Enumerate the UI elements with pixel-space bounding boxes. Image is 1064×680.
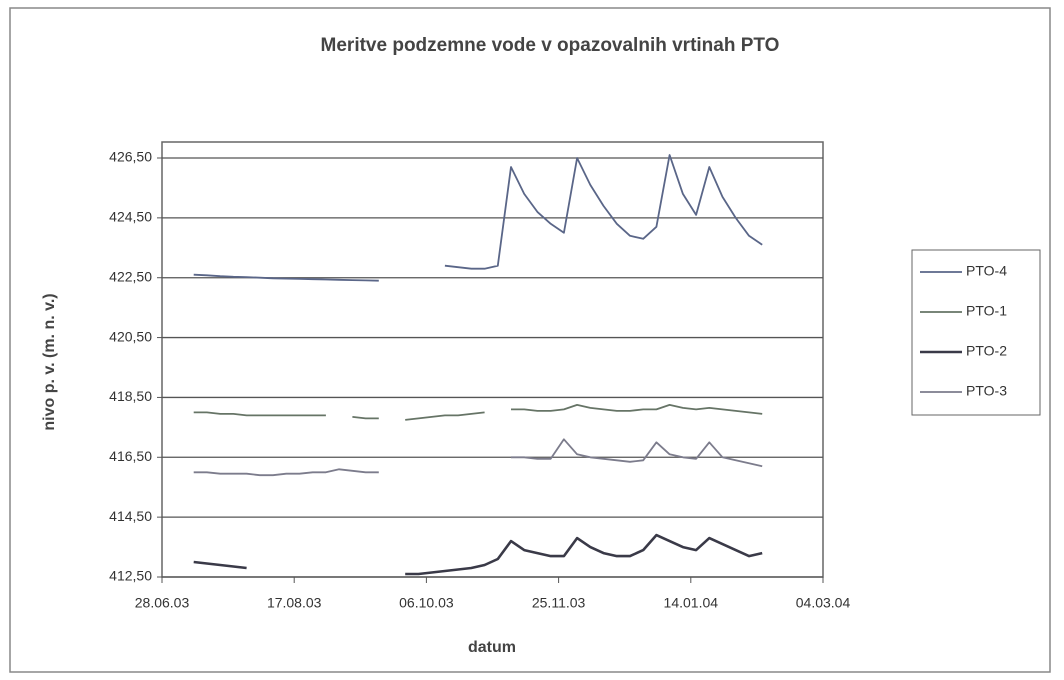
chart-title: Meritve podzemne vode v opazovalnih vrti…	[321, 35, 780, 56]
x-axis-title: datum	[468, 639, 516, 656]
legend-label: PTO-2	[966, 343, 1007, 359]
plot-area	[161, 141, 824, 578]
y-tick-label: 412,50	[109, 568, 152, 584]
x-tick-label: 06.10.03	[399, 595, 454, 611]
y-tick-label: 424,50	[109, 209, 152, 225]
legend-label: PTO-3	[966, 383, 1007, 399]
x-tick-label: 14.01.04	[664, 595, 719, 611]
legend-label: PTO-4	[966, 263, 1007, 279]
y-tick-label: 422,50	[109, 268, 152, 284]
series-line	[193, 533, 763, 576]
legend-label: PTO-1	[966, 303, 1007, 319]
series-line	[193, 154, 763, 282]
legend-box	[911, 249, 1041, 416]
x-tick-label: 17.08.03	[267, 595, 322, 611]
series-line	[193, 404, 763, 421]
y-tick-label: 426,50	[109, 149, 152, 165]
y-tick-label: 416,50	[109, 448, 152, 464]
y-tick-label: 418,50	[109, 388, 152, 404]
series-line	[193, 438, 763, 477]
x-tick-label: 25.11.03	[532, 595, 586, 611]
y-tick-label: 420,50	[109, 328, 152, 344]
y-tick-label: 414,50	[109, 508, 152, 524]
x-tick-label: 28.06.03	[135, 595, 190, 611]
x-tick-label: 04.03.04	[796, 595, 851, 611]
y-axis-title: nivo p. v. (m. n. v.)	[41, 293, 58, 430]
